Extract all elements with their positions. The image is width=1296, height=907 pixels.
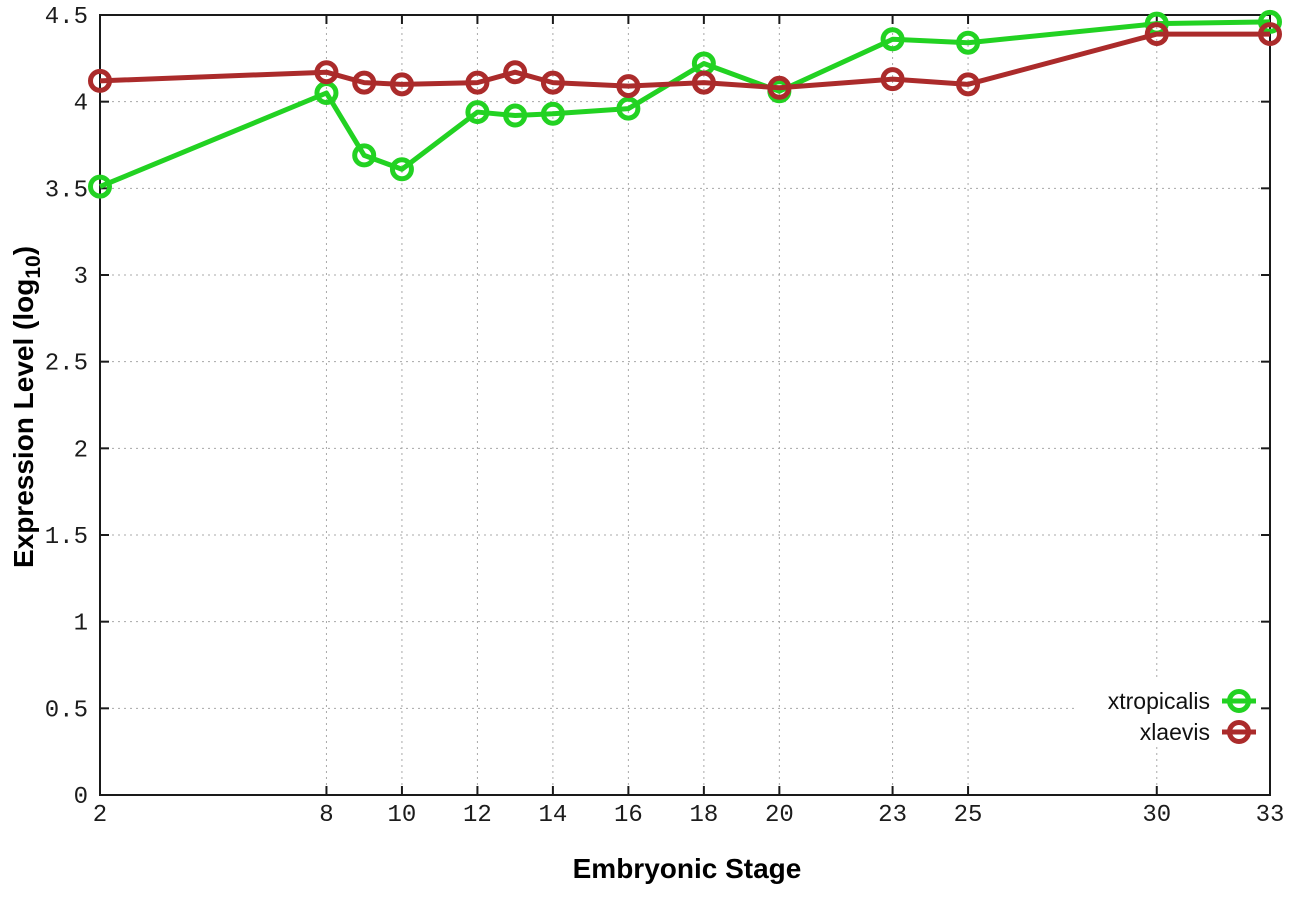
series-marker-xtropicalis bbox=[1258, 9, 1282, 34]
series-marker-xtropicalis bbox=[465, 100, 490, 125]
series-marker-xtropicalis bbox=[616, 96, 641, 121]
series-marker-xtropicalis bbox=[88, 174, 112, 199]
series-marker-xtropicalis bbox=[503, 103, 528, 128]
plot-border bbox=[99, 14, 1271, 796]
series-marker-xlaevis bbox=[352, 70, 377, 95]
y-axis-title-subscript: 10 bbox=[22, 255, 45, 278]
x-tick-label: 33 bbox=[1256, 802, 1285, 829]
series-line-xlaevis bbox=[99, 31, 1270, 91]
x-tick-label: 8 bbox=[319, 802, 333, 829]
y-axis-title-close: ) bbox=[8, 246, 39, 255]
x-tick-label: 10 bbox=[388, 802, 417, 829]
series-marker-xlaevis bbox=[956, 72, 981, 97]
y-axis-title: Expression Level (log10) bbox=[8, 246, 45, 568]
series-marker-xlaevis bbox=[389, 72, 414, 97]
legend-label-xtropicalis: xtropicalis bbox=[1108, 688, 1210, 714]
y-tick-label: 1.5 bbox=[45, 524, 88, 551]
y-tick-label: 0 bbox=[74, 784, 88, 811]
x-tick-label: 25 bbox=[954, 802, 983, 829]
plot-layers: 2 8 10 12 14 16 18 20 23 25 30 33 0 0.5 1 1.5 2 2.5 3 3.5 4 4… bbox=[45, 4, 1285, 829]
series-line-xtropicalis bbox=[99, 19, 1271, 189]
y-tick-label: 4 bbox=[74, 91, 88, 118]
series-marker-xlaevis bbox=[691, 70, 716, 95]
x-tick-label: 16 bbox=[614, 802, 643, 829]
series-marker-xlaevis bbox=[314, 60, 339, 85]
legend-sample-marker-xlaevis bbox=[1227, 720, 1251, 744]
y-tick-label: 2.5 bbox=[45, 351, 88, 378]
series-marker-xlaevis bbox=[767, 75, 792, 100]
series-marker-xlaevis bbox=[503, 60, 528, 85]
x-axis-title: Embryonic Stage bbox=[573, 853, 802, 884]
y-tick-label: 4.5 bbox=[45, 4, 88, 31]
x-tick-label: 18 bbox=[689, 802, 718, 829]
y-tick-label: 0.5 bbox=[45, 697, 88, 724]
series-marker-xtropicalis bbox=[956, 30, 981, 55]
x-tick-label: 20 bbox=[765, 802, 794, 829]
y-tick-label: 2 bbox=[74, 437, 88, 464]
legend-label-xlaevis: xlaevis bbox=[1140, 719, 1210, 745]
series-marker-xlaevis bbox=[540, 70, 565, 95]
y-tick-label: 3 bbox=[74, 264, 88, 291]
y-tick-label: 3.5 bbox=[45, 177, 88, 204]
x-tick-label: 30 bbox=[1142, 802, 1171, 829]
series-marker-xlaevis bbox=[616, 74, 641, 99]
x-tick-label: 23 bbox=[878, 802, 907, 829]
x-tick-label: 12 bbox=[463, 802, 492, 829]
x-tick-label: 2 bbox=[93, 802, 107, 829]
series-marker-xtropicalis bbox=[389, 157, 414, 182]
series-marker-xtropicalis bbox=[880, 27, 905, 52]
x-tick-label: 14 bbox=[538, 802, 567, 829]
y-tick-label: 1 bbox=[74, 611, 88, 638]
series-marker-xlaevis bbox=[88, 68, 112, 93]
legend-sample-marker-xtropicalis bbox=[1227, 689, 1251, 713]
series-marker-xlaevis bbox=[465, 70, 490, 95]
y-axis-title-main: Expression Level (log bbox=[8, 279, 39, 568]
series-marker-xlaevis bbox=[1258, 22, 1282, 47]
series-marker-xtropicalis bbox=[540, 101, 565, 126]
series-marker-xtropicalis bbox=[352, 143, 377, 168]
series-marker-xlaevis bbox=[1144, 22, 1169, 47]
series-marker-xlaevis bbox=[880, 67, 905, 92]
